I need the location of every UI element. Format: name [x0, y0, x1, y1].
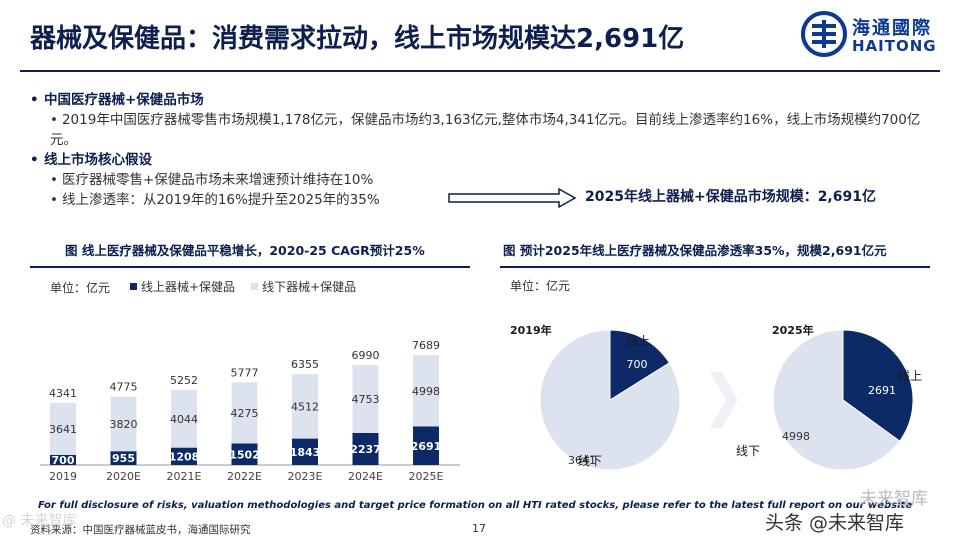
- page-number: 17: [472, 522, 486, 535]
- bar-offline-2023E: [292, 374, 318, 439]
- bar-offline-2025E: [413, 355, 439, 427]
- pie-value-0-1: 3641: [568, 454, 596, 467]
- pie-name-1-1: 线下: [736, 444, 760, 458]
- left-chart-title: 图 线上医疗器械及保健品平稳增长，2020-25 CAGR预计25%: [65, 243, 425, 258]
- pie-slice-0-1: [539, 329, 681, 471]
- pie-name-0-0: 线上: [626, 334, 650, 348]
- bullet-heading: • 线上市场核心假设: [30, 152, 152, 168]
- pie-slice-1-0: [842, 329, 914, 442]
- page-title: 器械及保健品：消费需求拉动，线上市场规模达2,691亿: [30, 24, 685, 54]
- disclaimer-text: For full disclosure of risks, valuation …: [38, 500, 913, 511]
- title-divider: [20, 70, 940, 72]
- legend-swatch-offline: [251, 283, 259, 290]
- bar-total-2025E: 7689: [412, 339, 440, 352]
- legend-item-offline: 线下器械+保健品: [251, 278, 356, 295]
- x-tick-2019: 2019: [49, 470, 77, 483]
- pie-slice-1-1: [772, 329, 901, 471]
- left-unit-label: 单位：亿元: [50, 281, 111, 295]
- pie-name-0-1: 线下: [578, 454, 602, 468]
- chevron-right-icon: [710, 372, 738, 428]
- bar-online-2023E: [292, 438, 318, 465]
- bullet-list: • 中国医疗器械+保健品市场 • 2019年中国医疗器械零售市场规模1,178亿元，…: [30, 90, 930, 210]
- bar-total-2020E: 4775: [110, 381, 138, 394]
- conclusion-text: 2025年线上器械+保健品市场规模：2,691亿: [585, 189, 876, 205]
- bar-total-2024E: 6990: [352, 349, 380, 362]
- bar-label-offline-2021E: 4044: [170, 413, 198, 426]
- left-chart-divider: [30, 266, 470, 268]
- bar-total-2022E: 5777: [231, 366, 259, 379]
- source-note: 资料来源：中国医疗器械蓝皮书，海通国际研究: [30, 524, 251, 536]
- chart-legend: 线上器械+保健品 线下器械+保健品: [130, 278, 356, 295]
- bar-label-online-2020E: 955: [112, 452, 135, 465]
- bar-label-offline-2025E: 4998: [412, 385, 440, 398]
- bar-online-2020E: [110, 451, 137, 465]
- pie-value-0-0: 700: [627, 358, 648, 371]
- bar-online-2021E: [171, 447, 197, 465]
- stacked-bar-chart: 700 3641 4341 2019 955 3820 4775 2020E 1208 4044 5…: [40, 339, 460, 483]
- right-chart-title: 图 预计2025年线上医疗器械及保健品渗透率35%，规模2,691亿元: [503, 243, 887, 258]
- haitong-logo-icon: [801, 11, 847, 57]
- bar-label-online-2022E: 1502: [229, 448, 260, 461]
- bullet-item: • 医疗器械零售+保健品市场未来增速预计维持在10%: [50, 172, 374, 188]
- bar-label-offline-2022E: 4275: [231, 407, 259, 420]
- pie-name-1-0: 线上: [898, 369, 922, 383]
- x-tick-2023E: 2023E: [288, 470, 323, 483]
- haitong-logo: 海通國際 HAITONG: [800, 10, 950, 58]
- bar-total-2021E: 5252: [170, 374, 198, 387]
- x-tick-2024E: 2024E: [348, 470, 383, 483]
- pie-year-label-1: 2025年: [772, 323, 814, 337]
- x-tick-2021E: 2021E: [167, 470, 202, 483]
- bullet-item: • 线上渗透率：从2019年的16%提升至2025年的35%: [50, 192, 380, 208]
- bar-label-online-2024E: 2237: [350, 443, 381, 456]
- bar-online-2019: [50, 454, 76, 465]
- bar-label-online-2019: 700: [52, 454, 75, 467]
- bar-offline-2019: [50, 402, 76, 455]
- bar-total-2019: 4341: [49, 387, 77, 400]
- right-chart-divider: [500, 266, 930, 268]
- bar-label-online-2023E: 1843: [290, 446, 321, 459]
- logo-en-text: HAITONG: [852, 37, 937, 55]
- bar-label-offline-2020E: 3820: [110, 418, 138, 431]
- bar-label-offline-2019: 3641: [49, 423, 77, 436]
- pie-value-1-1: 4998: [782, 430, 810, 443]
- watermark-right: 头条 @未来智库: [765, 512, 905, 534]
- legend-item-online: 线上器械+保健品: [130, 278, 235, 295]
- bar-label-online-2021E: 1208: [169, 450, 200, 463]
- watermark-left: @ 未来智库: [2, 513, 77, 529]
- pie-value-1-0: 2691: [868, 384, 896, 397]
- bar-label-offline-2024E: 4753: [352, 393, 380, 406]
- pie-slice-0-0: [609, 329, 671, 401]
- bar-offline-2024E: [352, 365, 379, 433]
- right-arrow-icon: [448, 187, 577, 209]
- bar-label-online-2025E: 2691: [411, 440, 442, 453]
- bullet-heading: • 中国医疗器械+保健品市场: [30, 92, 204, 108]
- bar-offline-2022E: [231, 382, 258, 444]
- x-tick-2025E: 2025E: [409, 470, 444, 483]
- x-tick-2020E: 2020E: [106, 470, 141, 483]
- bar-online-2025E: [413, 426, 439, 465]
- legend-swatch-online: [130, 283, 137, 290]
- pie-year-label-0: 2019年: [510, 323, 552, 337]
- logo-cn-text: 海通國際: [852, 18, 932, 39]
- bar-online-2024E: [352, 432, 379, 465]
- bar-label-offline-2023E: 4512: [291, 400, 319, 413]
- bar-offline-2020E: [110, 396, 137, 452]
- right-unit-label: 单位：亿元: [510, 279, 571, 293]
- bullet-item: • 2019年中国医疗器械零售市场规模1,178亿元，保健品市场约3,163亿元,…: [50, 112, 921, 148]
- x-tick-2022E: 2022E: [227, 470, 262, 483]
- bar-total-2023E: 6355: [291, 358, 319, 371]
- watermark-right-secondary: 未来智库: [860, 489, 928, 509]
- bar-offline-2021E: [171, 389, 197, 448]
- bar-online-2022E: [231, 443, 258, 465]
